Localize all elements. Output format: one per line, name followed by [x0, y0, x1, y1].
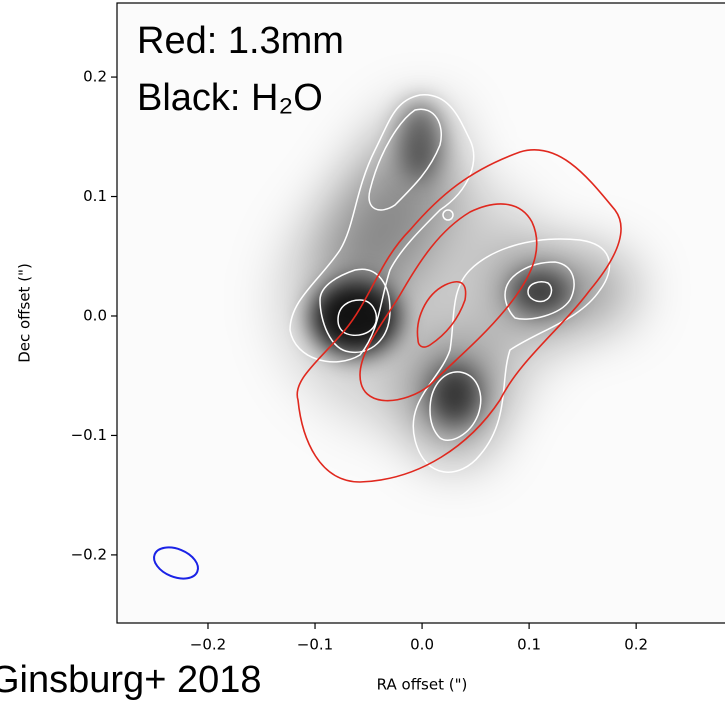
x-tick-label: −0.1 [297, 636, 333, 654]
beam [153, 546, 199, 580]
y-tick-label: −0.2 [71, 545, 107, 563]
y-tick-label: −0.1 [71, 426, 107, 444]
y-tick-label: 0.0 [83, 306, 107, 324]
annotation: Ginsburg+ 2018 [0, 659, 261, 701]
plot-frame [116, 2, 725, 624]
x-tick-label: −0.2 [190, 636, 226, 654]
y-tick-label: 0.1 [83, 187, 107, 205]
y-tick-label: 0.2 [83, 68, 107, 86]
x-axis-label: RA offset (") [377, 676, 468, 694]
annotation: Red: 1.3mm [137, 20, 344, 62]
x-tick-label: 0.1 [517, 636, 541, 654]
x-tick-label: 0.0 [410, 636, 434, 654]
image [117, 3, 725, 623]
x-tick-label: 0.2 [624, 636, 648, 654]
annotation: Black: H₂O [137, 77, 323, 119]
contours-1mm [296, 149, 622, 483]
y-axis-label: Dec offset (") [16, 263, 34, 363]
